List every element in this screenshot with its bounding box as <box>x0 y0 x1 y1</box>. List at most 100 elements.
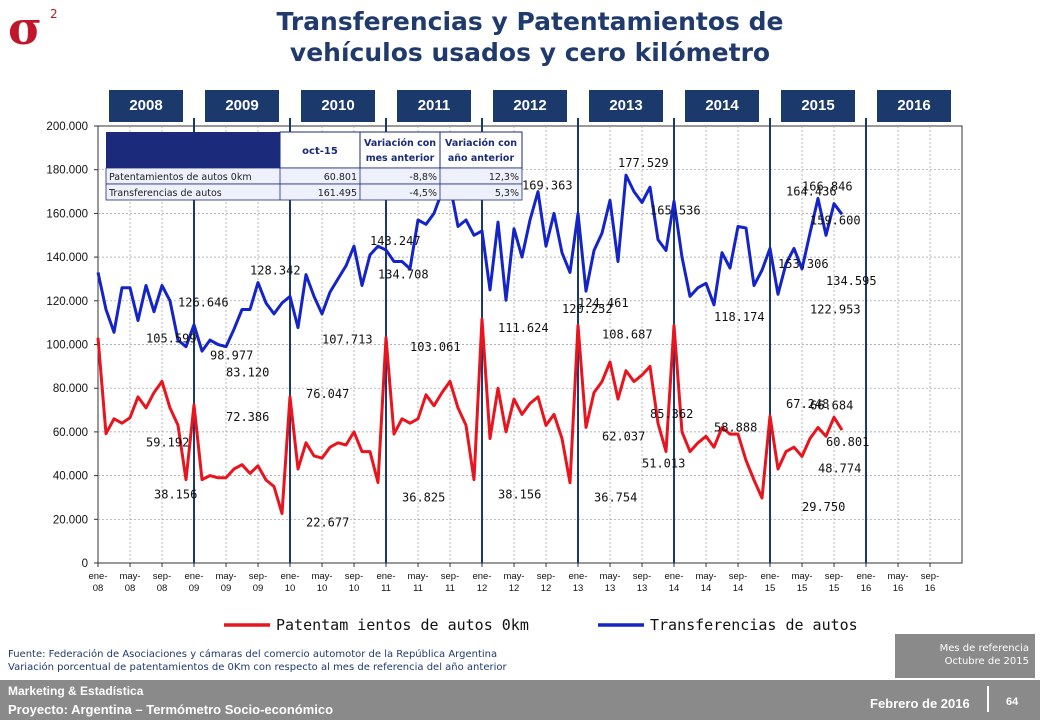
data-label: 48.774 <box>818 461 861 475</box>
reference-month-box: Mes de referencia Octubre de 2015 <box>895 634 1035 678</box>
table-row-2-value: 161.495 <box>318 188 357 199</box>
y-tick-label: 20.000 <box>53 514 88 526</box>
legend-label: Transferencias de autos <box>650 616 858 634</box>
x-tick-label-month: may- <box>119 571 140 582</box>
series-line-transferencias <box>96 173 844 353</box>
table-row-1-anio: 12,3% <box>489 172 519 183</box>
data-label: 124.461 <box>578 296 629 310</box>
data-label: 51.013 <box>642 457 685 471</box>
detail-line: Variación porcentual de patentamientos d… <box>8 662 507 673</box>
data-label: 159.600 <box>810 213 861 227</box>
series-line-patentamientos <box>96 317 844 515</box>
data-label: 134.595 <box>826 274 877 288</box>
table-row-1-label: Patentamientos de autos 0km <box>109 172 252 183</box>
x-tick-label-month: may- <box>599 571 620 582</box>
x-tick-label-year: 12 <box>541 583 552 594</box>
x-tick-label-month: may- <box>215 571 236 582</box>
x-tick-label-month: may- <box>791 571 812 582</box>
x-tick-label-month: ene- <box>856 571 875 582</box>
data-label: 108.687 <box>602 328 653 342</box>
x-tick-label-year: 13 <box>637 583 648 594</box>
title-line-2: vehículos usados y cero kilómetro <box>289 38 771 67</box>
data-label: 72.386 <box>226 410 269 424</box>
year-label: 2009 <box>205 90 279 122</box>
data-label: 67.248 <box>786 397 829 411</box>
reference-label: Mes de referencia <box>939 643 1029 654</box>
y-tick-label: 120.000 <box>46 296 88 308</box>
x-tick-label-month: ene- <box>280 571 299 582</box>
x-tick-label-year: 08 <box>157 583 168 594</box>
y-tick-label: 200.000 <box>46 121 88 133</box>
year-label: 2016 <box>877 90 951 122</box>
chart-legend: Patentam ientos de autos 0km Transferenci… <box>224 616 858 634</box>
y-tick-label: 80.000 <box>53 383 88 395</box>
x-tick-label-year: 11 <box>413 583 423 594</box>
table-header-anio-l2: año anterior <box>448 153 515 164</box>
x-tick-label-month: sep- <box>825 571 843 582</box>
y-tick-label: 160.000 <box>46 208 88 220</box>
x-tick-label-month: may- <box>887 571 908 582</box>
year-label: 2013 <box>589 90 663 122</box>
data-label: 36.825 <box>402 491 445 505</box>
data-label: 126.646 <box>178 296 229 310</box>
data-label: 177.529 <box>618 156 669 170</box>
y-tick-label: 60.000 <box>53 427 88 439</box>
y-axis-labels: 0 20.000 40.000 60.000 80.000 100.000 120.000 1… <box>46 121 88 570</box>
page-number: 64 <box>1006 696 1019 708</box>
data-label: 128.342 <box>250 264 301 278</box>
x-tick-label-year: 14 <box>733 583 744 594</box>
x-tick-label-year: 09 <box>253 583 264 594</box>
data-label: 105.599 <box>146 331 197 345</box>
table-row-1-value: 60.801 <box>324 172 357 183</box>
year-label: 2010 <box>301 90 375 122</box>
data-label: 58.888 <box>714 420 757 434</box>
x-tick-label-year: 16 <box>861 583 872 594</box>
year-label: 2012 <box>493 90 567 122</box>
y-tick-label: 140.000 <box>46 252 88 264</box>
source-line: Fuente: Federación de Asociaciones y cám… <box>8 649 498 660</box>
data-label: 107.713 <box>322 333 373 347</box>
y-tick-label: 100.000 <box>46 340 88 352</box>
footer-department: Marketing & Estadística <box>8 684 144 698</box>
source-notes: Fuente: Federación de Asociaciones y cám… <box>8 648 888 674</box>
table-header-anio-l1: Variación con <box>445 138 517 149</box>
x-tick-label-month: sep- <box>441 571 459 582</box>
year-label: 2008 <box>109 90 183 122</box>
x-tick-label-month: sep- <box>345 571 363 582</box>
summary-table: oct-15 Variación con mes anterior Variac… <box>105 131 523 201</box>
x-tick-label-month: ene- <box>184 571 203 582</box>
data-label: 38.156 <box>498 488 541 502</box>
data-label: 143.247 <box>370 234 421 248</box>
x-tick-label-year: 11 <box>381 583 391 594</box>
x-tick-label-month: ene- <box>376 571 395 582</box>
x-tick-label-year: 16 <box>925 583 936 594</box>
page-title: Transferencias y Patentamientos de vehíc… <box>170 6 890 68</box>
data-label: 134.708 <box>378 268 429 282</box>
data-label: 111.624 <box>498 321 549 335</box>
data-label: 153.306 <box>778 257 829 271</box>
x-tick-label-year: 15 <box>829 583 840 594</box>
data-label: 120.252 <box>562 302 613 316</box>
y-tick-label: 0 <box>82 558 88 570</box>
table-header-mes-l1: Variación con <box>364 138 436 149</box>
x-tick-label-year: 09 <box>221 583 232 594</box>
year-label: 2015 <box>781 90 855 122</box>
x-axis-labels: ene-08may-08sep-08ene-09may-09sep-09ene-… <box>88 571 939 594</box>
x-tick-label-year: 10 <box>349 583 360 594</box>
data-label: 83.120 <box>226 365 269 379</box>
logo-glyph: σ <box>8 4 42 50</box>
table-row-2-mes: -4,5% <box>409 188 437 199</box>
x-tick-label-month: ene- <box>760 571 779 582</box>
x-tick-label-month: ene- <box>472 571 491 582</box>
x-tick-label-year: 10 <box>285 583 296 594</box>
data-label: 103.061 <box>410 340 461 354</box>
x-tick-label-year: 12 <box>477 583 488 594</box>
data-labels: 126.646 105.599 128.342 98.977 107.713 143.24… <box>146 156 877 529</box>
footer-project: Proyecto: Argentina – Termómetro Socio-e… <box>8 702 334 717</box>
x-tick-label-year: 15 <box>797 583 808 594</box>
y-tick-label: 180.000 <box>46 165 88 177</box>
footer-bar <box>0 680 1040 720</box>
table-header-date: oct-15 <box>302 146 338 157</box>
title-line-1: Transferencias y Patentamientos de <box>276 7 784 36</box>
x-tick-label-year: 14 <box>669 583 680 594</box>
